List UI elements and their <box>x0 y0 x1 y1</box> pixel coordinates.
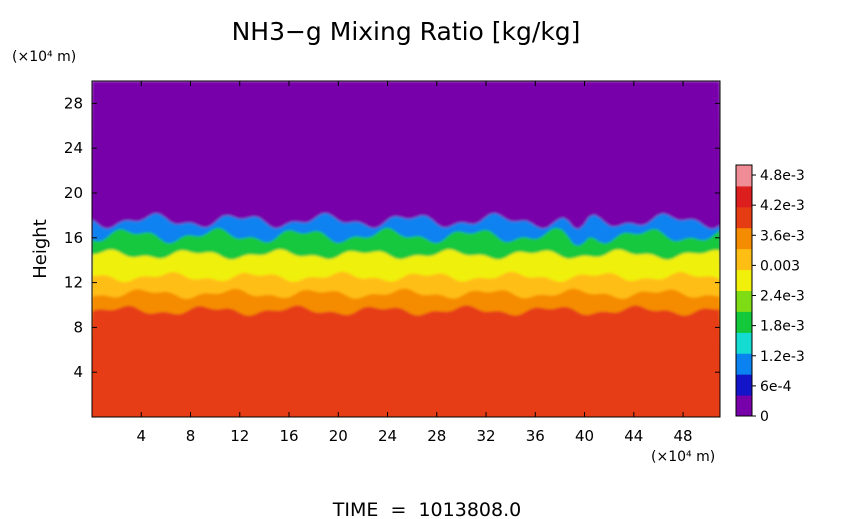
colorbar-swatch <box>736 227 752 250</box>
colorbar-tick-label: 2.4e-3 <box>760 289 805 305</box>
y-tick-label: 20 <box>64 184 83 202</box>
field-layer <box>92 305 720 417</box>
y-unit-label: (×10⁴ m) <box>12 49 76 65</box>
x-tick-label: 28 <box>427 427 446 445</box>
y-tick-label: 16 <box>64 229 83 247</box>
y-tick-label: 12 <box>64 274 83 292</box>
colorbar-tick-label: 6e-4 <box>760 379 792 395</box>
colorbar-tick-label: 1.2e-3 <box>760 349 805 365</box>
colorbar-tick-label: 0.003 <box>760 258 800 274</box>
colorbar-swatch <box>736 269 752 291</box>
colorbar-swatch <box>736 311 752 333</box>
colorbar-swatch <box>736 206 752 229</box>
plot-area <box>92 81 720 417</box>
x-axis: 4 8 12 16 20 24 28 32 36 40 44 48 <box>136 81 693 445</box>
colorbar-swatch <box>736 290 752 312</box>
x-tick-label: 48 <box>674 427 693 445</box>
y-axis: 4 8 12 16 20 24 28 <box>64 94 720 381</box>
colorbar-tick-label: 4.2e-3 <box>760 198 805 214</box>
colorbar-tick-label: 4.8e-3 <box>760 168 805 184</box>
time-label: TIME = 1013808.0 <box>332 499 521 519</box>
colorbar-frame <box>735 164 753 417</box>
colorbar-swatch <box>736 185 752 208</box>
colorbar-tick-label: 3.6e-3 <box>760 228 805 244</box>
colorbar-swatch <box>736 165 752 187</box>
x-tick-label: 24 <box>378 427 397 445</box>
colorbar-swatch <box>736 374 752 396</box>
colorbar-swatch <box>736 353 752 375</box>
y-tick-label: 4 <box>73 363 83 381</box>
plot-frame <box>91 80 721 418</box>
colorbar-tick-label: 0 <box>760 409 769 425</box>
colorbar-tick-label: 1.8e-3 <box>760 319 805 335</box>
x-tick-label: 12 <box>230 427 249 445</box>
x-tick-label: 32 <box>476 427 495 445</box>
colorbar-swatch <box>736 332 752 354</box>
x-tick-label: 20 <box>329 427 348 445</box>
x-tick-label: 4 <box>136 427 146 445</box>
x-tick-label: 16 <box>279 427 298 445</box>
y-axis-label: Height <box>30 219 51 279</box>
y-tick-label: 8 <box>73 318 83 336</box>
x-tick-label: 8 <box>186 427 196 445</box>
colorbar-swatch <box>736 395 752 417</box>
x-tick-label: 36 <box>526 427 545 445</box>
x-tick-label: 40 <box>575 427 594 445</box>
colorbar: 0 6e-4 1.2e-3 1.8e-3 2.4e-3 0.003 3.6e-3 4.2e-3… <box>735 164 805 425</box>
colorbar-swatch <box>736 248 752 271</box>
x-tick-label: 44 <box>624 427 643 445</box>
y-tick-label: 24 <box>64 139 83 157</box>
y-tick-label: 28 <box>64 94 83 112</box>
x-unit-label: (×10⁴ m) <box>651 449 715 465</box>
chart-title: NH3−g Mixing Ratio [kg/kg] <box>232 17 581 46</box>
